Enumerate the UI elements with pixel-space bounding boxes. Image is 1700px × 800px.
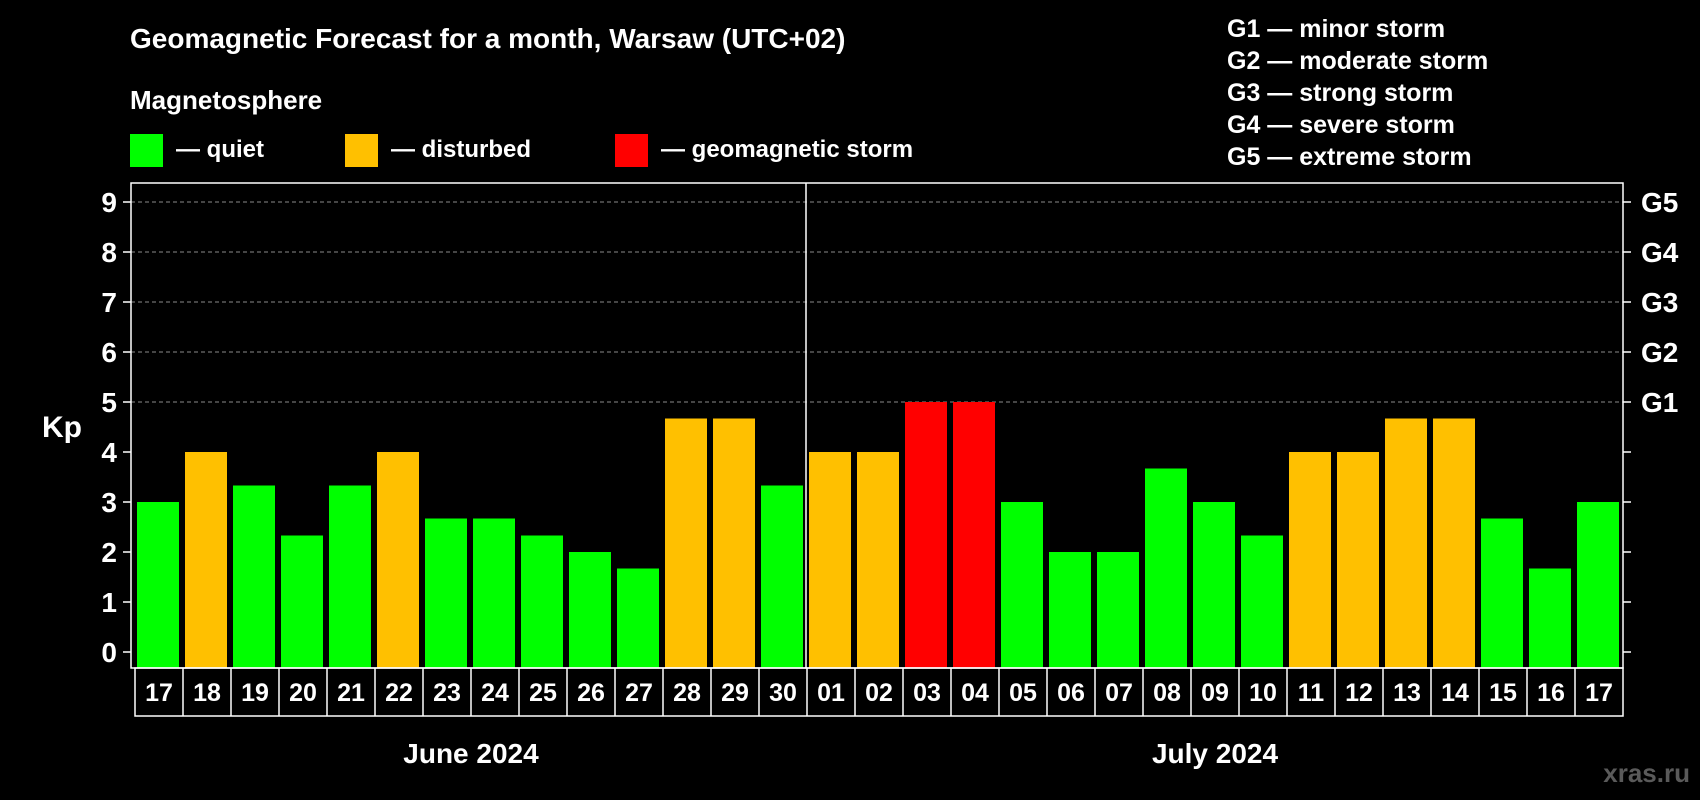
bar-29 (1481, 518, 1523, 668)
storm-scale-g4: G4 — severe storm (1227, 111, 1455, 139)
right-axis-label-G3: G3 (1641, 287, 1678, 318)
bar-22 (1145, 468, 1187, 668)
bar-7 (425, 518, 467, 668)
bar-15 (809, 452, 851, 668)
date-label-24: 10 (1249, 679, 1277, 707)
y-tick-label-1: 1 (101, 587, 117, 618)
date-label-25: 11 (1298, 679, 1325, 707)
y-tick-label-2: 2 (101, 537, 117, 568)
date-label-26: 12 (1345, 679, 1373, 707)
bar-20 (1049, 552, 1091, 668)
bar-6 (377, 452, 419, 668)
date-label-5: 21 (337, 679, 365, 707)
bar-3 (233, 485, 275, 668)
bar-8 (473, 518, 515, 668)
date-label-22: 08 (1153, 679, 1181, 707)
date-label-31: 17 (1585, 679, 1613, 707)
date-label-11: 27 (625, 679, 653, 707)
date-label-4: 20 (289, 679, 317, 707)
bar-1 (137, 502, 179, 668)
legend-swatch-quiet (130, 134, 163, 167)
storm-scale-g3: G3 — strong storm (1227, 79, 1453, 107)
bar-25 (1289, 452, 1331, 668)
y-tick-label-7: 7 (101, 287, 117, 318)
legend-label-disturbed: — disturbed (391, 136, 531, 163)
right-axis-label-G5: G5 (1641, 187, 1678, 218)
right-axis-label-G2: G2 (1641, 337, 1678, 368)
date-label-14: 30 (769, 679, 797, 707)
date-label-16: 02 (865, 679, 893, 707)
y-tick-label-3: 3 (101, 487, 117, 518)
bar-26 (1337, 452, 1379, 668)
right-axis-label-G4: G4 (1641, 237, 1679, 268)
bar-19 (1001, 502, 1043, 668)
legend-label-quiet: — quiet (176, 136, 264, 163)
bar-21 (1097, 552, 1139, 668)
date-label-18: 04 (961, 679, 989, 707)
bar-9 (521, 535, 563, 668)
storm-scale-g5: G5 — extreme storm (1227, 143, 1472, 171)
date-label-28: 14 (1441, 679, 1469, 707)
date-label-27: 13 (1393, 679, 1421, 707)
storm-scale-legend: G1 — minor storm G2 — moderate storm G3 … (1227, 15, 1488, 171)
chart-title: Geomagnetic Forecast for a month, Warsaw… (130, 23, 845, 54)
y-tick-label-0: 0 (101, 637, 117, 668)
y-axis-label: Kp (42, 411, 82, 444)
bar-11 (617, 568, 659, 668)
date-label-10: 26 (577, 679, 605, 707)
y-tick-label-5: 5 (101, 387, 117, 418)
bar-31 (1577, 502, 1619, 668)
bar-4 (281, 535, 323, 668)
date-label-23: 09 (1201, 679, 1229, 707)
y-tick-label-4: 4 (101, 437, 117, 468)
date-label-9: 25 (529, 679, 557, 707)
date-label-15: 01 (817, 679, 845, 707)
date-label-13: 29 (721, 679, 749, 707)
bar-14 (761, 485, 803, 668)
date-label-2: 18 (193, 679, 221, 707)
date-label-20: 06 (1057, 679, 1085, 707)
bar-12 (665, 418, 707, 668)
month-label-2: July 2024 (1152, 738, 1279, 769)
legend-heading: Magnetosphere (130, 85, 322, 115)
y-tick-label-6: 6 (101, 337, 117, 368)
y-tick-label-9: 9 (101, 187, 117, 218)
bar-2 (185, 452, 227, 668)
bar-10 (569, 552, 611, 668)
bar-28 (1433, 418, 1475, 668)
date-label-17: 03 (913, 679, 941, 707)
bar-24 (1241, 535, 1283, 668)
date-label-7: 23 (433, 679, 461, 707)
date-label-8: 24 (481, 679, 509, 707)
y-tick-label-8: 8 (101, 237, 117, 268)
bar-23 (1193, 502, 1235, 668)
month-label-1: June 2024 (403, 738, 539, 769)
bar-17 (905, 402, 947, 668)
bar-5 (329, 485, 371, 668)
bar-16 (857, 452, 899, 668)
right-axis-label-G1: G1 (1641, 387, 1678, 418)
watermark: xras.ru (1603, 758, 1690, 788)
legend-swatch-storm (615, 134, 648, 167)
date-label-21: 07 (1105, 679, 1133, 707)
legend-label-storm: — geomagnetic storm (661, 136, 913, 163)
legend: — quiet — disturbed — geomagnetic storm (130, 134, 913, 167)
date-label-3: 19 (241, 679, 269, 707)
date-row-frame (134, 667, 1624, 717)
date-label-12: 28 (673, 679, 701, 707)
storm-scale-g2: G2 — moderate storm (1227, 47, 1488, 75)
date-label-30: 16 (1537, 679, 1565, 707)
date-label-29: 15 (1489, 679, 1517, 707)
date-label-6: 22 (385, 679, 413, 707)
date-label-1: 17 (145, 679, 173, 707)
bar-30 (1529, 568, 1571, 668)
bar-18 (953, 402, 995, 668)
bar-27 (1385, 418, 1427, 668)
legend-swatch-disturbed (345, 134, 378, 167)
bar-13 (713, 418, 755, 668)
storm-scale-g1: G1 — minor storm (1227, 15, 1445, 43)
date-label-19: 05 (1009, 679, 1037, 707)
